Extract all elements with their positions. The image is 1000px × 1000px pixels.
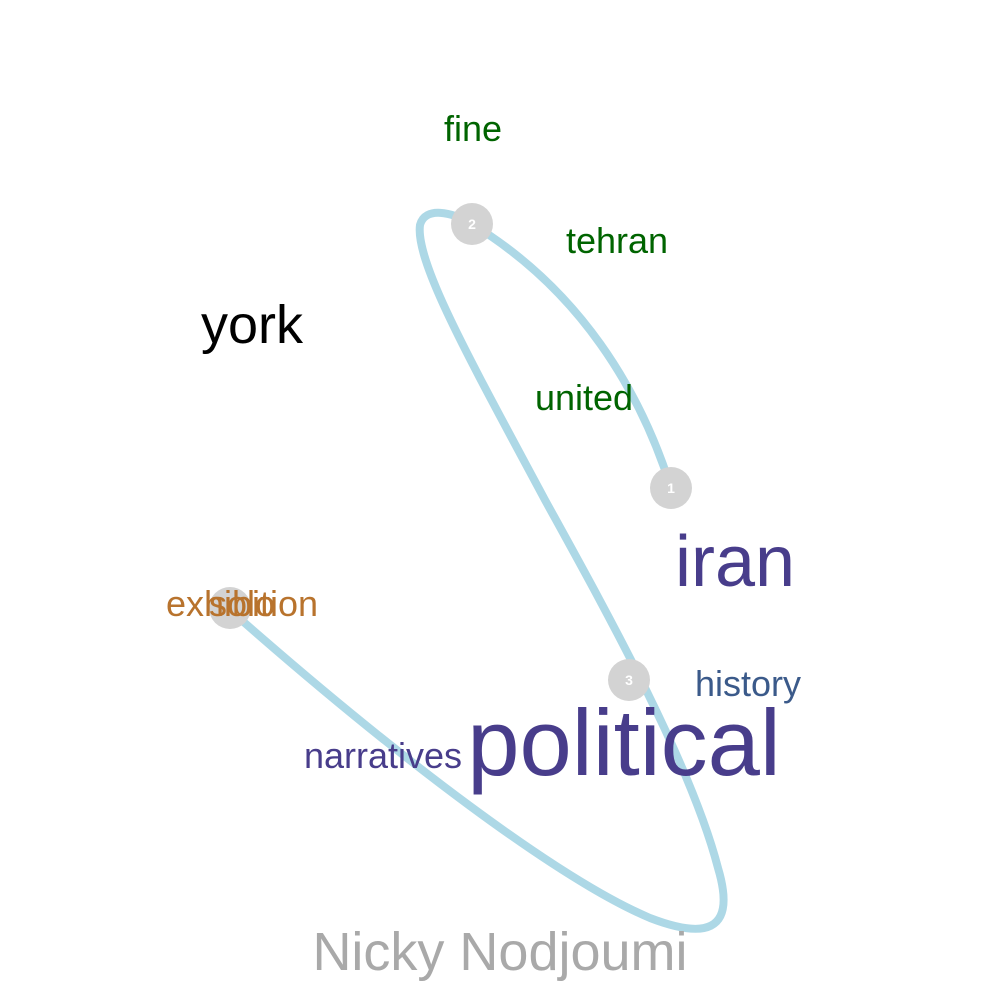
word-york: york — [201, 295, 304, 355]
node-3: 3 — [608, 659, 650, 701]
node-2: 2 — [451, 203, 493, 245]
diagram-title: Nicky Nodjoumi — [312, 922, 687, 982]
node-2-label: 2 — [468, 216, 476, 232]
word-solo: solo — [209, 583, 275, 624]
word-tehran: tehran — [566, 220, 668, 261]
word-narratives: narratives — [304, 735, 462, 776]
connecting-path — [226, 208, 728, 933]
node-1-label: 1 — [667, 480, 675, 496]
words-layer: fine tehran york united iran exhibition … — [166, 108, 801, 795]
word-united: united — [535, 377, 633, 418]
node-4 — [209, 587, 251, 629]
word-political: political — [467, 690, 781, 795]
nodes-layer: 1 2 3 — [209, 203, 692, 701]
node-3-label: 3 — [625, 672, 633, 688]
word-iran: iran — [675, 522, 795, 602]
node-1: 1 — [650, 467, 692, 509]
word-fine: fine — [444, 108, 502, 149]
word-exhibition: exhibition — [166, 583, 318, 624]
word-history: history — [695, 663, 801, 704]
